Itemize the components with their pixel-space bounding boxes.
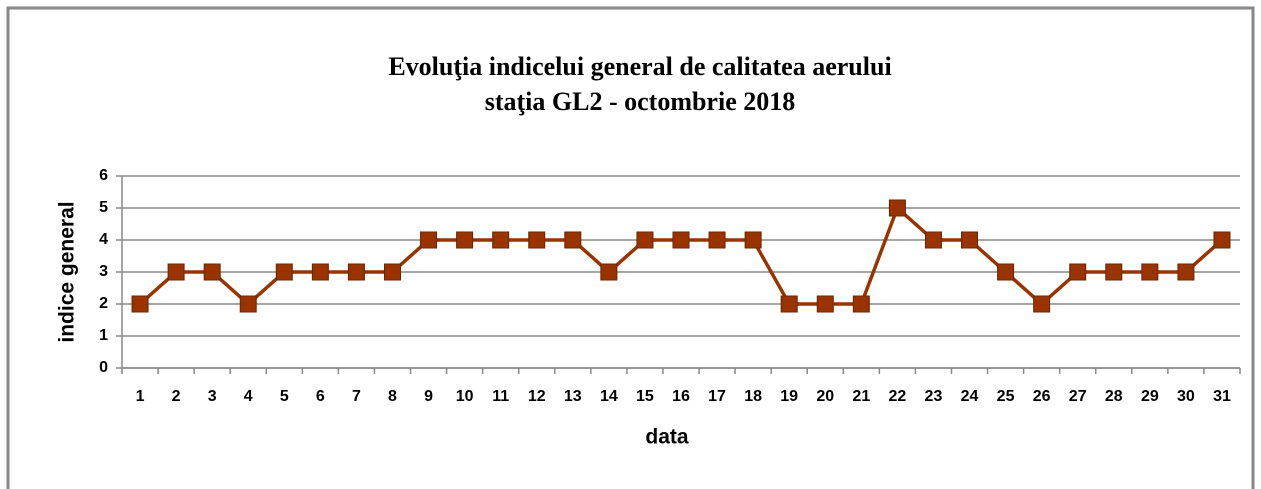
chart-title: Evoluţia indicelui general de calitatea …: [388, 52, 891, 81]
marker: [780, 295, 798, 313]
x-tick-label: 29: [1141, 388, 1159, 405]
y-tick-label: 5: [99, 199, 108, 216]
x-tick-label: 12: [528, 388, 546, 405]
x-tick-label: 24: [961, 388, 979, 405]
x-tick-label: 28: [1105, 388, 1123, 405]
marker: [852, 295, 870, 313]
x-tick-label: 25: [997, 388, 1015, 405]
x-tick-label: 20: [816, 388, 834, 405]
marker: [564, 231, 582, 249]
x-tick-label: 11: [492, 388, 509, 405]
marker: [1177, 263, 1195, 281]
marker: [924, 231, 942, 249]
y-tick-label: 0: [99, 359, 108, 376]
marker: [492, 231, 510, 249]
x-tick-label: 31: [1213, 388, 1231, 405]
x-tick-label: 3: [208, 388, 217, 405]
marker: [708, 231, 726, 249]
x-tick-label: 6: [316, 388, 325, 405]
marker: [347, 263, 365, 281]
marker: [456, 231, 474, 249]
x-tick-label: 8: [388, 388, 397, 405]
marker: [239, 295, 257, 313]
x-tick-label: 26: [1033, 388, 1051, 405]
x-tick-label: 1: [136, 388, 145, 405]
x-tick-label: 27: [1069, 388, 1087, 405]
x-tick-label: 17: [708, 388, 726, 405]
y-tick-label: 2: [99, 295, 108, 312]
x-tick-label: 2: [172, 388, 181, 405]
marker: [383, 263, 401, 281]
marker: [1213, 231, 1231, 249]
marker: [1069, 263, 1087, 281]
x-tick-label: 13: [564, 388, 582, 405]
marker: [131, 295, 149, 313]
marker: [961, 231, 979, 249]
x-tick-label: 23: [925, 388, 943, 405]
x-tick-label: 7: [352, 388, 361, 405]
x-tick-label: 9: [424, 388, 433, 405]
marker: [167, 263, 185, 281]
marker: [600, 263, 618, 281]
marker: [203, 263, 221, 281]
marker: [1141, 263, 1159, 281]
y-tick-label: 1: [99, 327, 108, 344]
marker: [275, 263, 293, 281]
y-tick-label: 4: [99, 231, 108, 248]
x-tick-label: 14: [600, 388, 618, 405]
marker: [420, 231, 438, 249]
marker: [528, 231, 546, 249]
y-axis-label: indice general: [56, 201, 79, 342]
marker: [1105, 263, 1123, 281]
marker: [816, 295, 834, 313]
x-tick-label: 15: [636, 388, 654, 405]
marker: [636, 231, 654, 249]
x-axis-label: data: [645, 426, 689, 449]
marker: [1033, 295, 1051, 313]
marker: [672, 231, 690, 249]
x-tick-label: 4: [244, 388, 253, 405]
y-tick-label: 6: [99, 167, 108, 184]
x-tick-label: 21: [852, 388, 870, 405]
marker: [744, 231, 762, 249]
line: [138, 205, 1224, 307]
chart-subtitle: staţia GL2 - octombrie 2018: [485, 87, 796, 116]
marker: [311, 263, 329, 281]
x-tick-label: 10: [456, 388, 474, 405]
y-tick-label: 3: [99, 263, 108, 280]
x-tick-label: 16: [672, 388, 690, 405]
x-tick-label: 30: [1177, 388, 1195, 405]
marker: [997, 263, 1015, 281]
x-tick-label: 22: [888, 388, 906, 405]
x-tick-label: 19: [780, 388, 798, 405]
frame: [6, 6, 1255, 489]
x-tick-label: 18: [744, 388, 762, 405]
marker: [888, 199, 906, 217]
x-tick-label: 5: [280, 388, 289, 405]
